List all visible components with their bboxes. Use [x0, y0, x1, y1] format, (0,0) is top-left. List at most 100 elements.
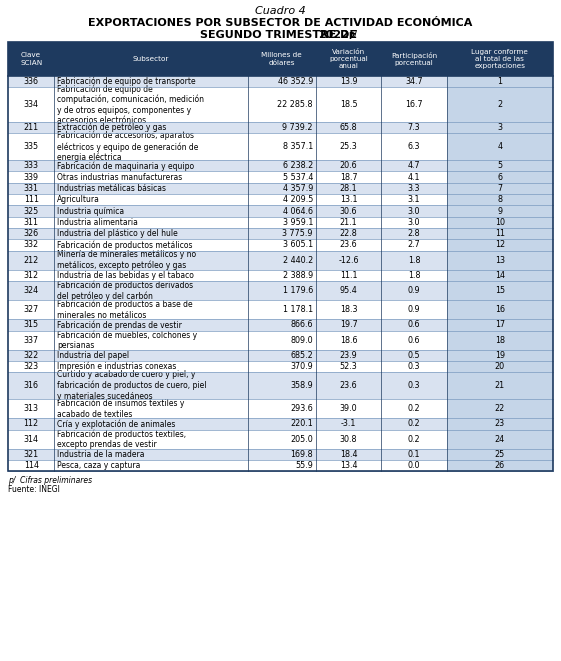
Bar: [8, 228, 447, 239]
Text: 220.1: 220.1: [290, 419, 313, 428]
Text: 323: 323: [24, 362, 39, 371]
Text: 18.7: 18.7: [340, 173, 357, 182]
Text: 23.6: 23.6: [340, 241, 357, 249]
Text: 3 775.9: 3 775.9: [282, 229, 313, 238]
Bar: [8, 449, 447, 460]
Text: 11.1: 11.1: [340, 271, 357, 280]
Bar: [8, 330, 447, 350]
Bar: [447, 76, 553, 87]
Text: 5 537.4: 5 537.4: [283, 173, 313, 182]
Bar: [8, 281, 447, 300]
Text: 9: 9: [497, 206, 503, 215]
Text: 46 352.9: 46 352.9: [278, 77, 313, 86]
Text: 17: 17: [495, 321, 505, 329]
Text: 6 238.2: 6 238.2: [283, 161, 313, 171]
Text: 114: 114: [24, 461, 39, 470]
Text: Industria del plástico y del hule: Industria del plástico y del hule: [57, 229, 178, 238]
Text: 4 209.5: 4 209.5: [283, 195, 313, 204]
Text: 358.9: 358.9: [290, 381, 313, 390]
Text: Industria de la madera: Industria de la madera: [57, 449, 144, 459]
Bar: [447, 183, 553, 194]
Text: 0.2: 0.2: [408, 419, 420, 428]
Bar: [8, 206, 447, 217]
Text: 866.6: 866.6: [291, 321, 313, 329]
Text: 0.9: 0.9: [408, 305, 420, 314]
Text: 1.8: 1.8: [408, 256, 420, 264]
Text: 6: 6: [498, 173, 502, 182]
Text: 685.2: 685.2: [290, 351, 313, 360]
Text: Millones de
dólares: Millones de dólares: [261, 52, 302, 65]
Text: 332: 332: [24, 241, 39, 249]
Text: 0.2: 0.2: [408, 434, 420, 444]
Text: Fabricación de accesorios, aparatos
eléctricos y equipo de generación de
energia: Fabricación de accesorios, aparatos eléc…: [57, 131, 198, 163]
Text: Participación
porcentual: Participación porcentual: [391, 52, 437, 66]
Text: 19: 19: [495, 351, 505, 360]
Text: 19.7: 19.7: [340, 321, 357, 329]
Text: 4 064.6: 4 064.6: [283, 206, 313, 215]
Text: 809.0: 809.0: [290, 336, 313, 344]
Text: 0.1: 0.1: [408, 449, 420, 459]
Text: 4 357.9: 4 357.9: [283, 184, 313, 193]
Text: 0.6: 0.6: [408, 336, 420, 344]
Text: 3: 3: [498, 123, 502, 132]
Text: 2: 2: [497, 100, 503, 109]
Text: Cuadro 4: Cuadro 4: [255, 6, 305, 16]
Text: 26: 26: [495, 461, 505, 470]
Text: 2.8: 2.8: [408, 229, 420, 238]
Bar: [8, 122, 447, 134]
Text: Agricultura: Agricultura: [57, 195, 100, 204]
Bar: [8, 399, 447, 418]
Text: 4.1: 4.1: [408, 173, 420, 182]
Text: 14: 14: [495, 271, 505, 280]
Text: 331: 331: [24, 184, 39, 193]
Text: 23.6: 23.6: [340, 381, 357, 390]
Text: 16: 16: [495, 305, 505, 314]
Text: 21.1: 21.1: [340, 218, 357, 227]
Text: Fabricación de maquinaria y equipo: Fabricación de maquinaria y equipo: [57, 161, 194, 171]
Text: 18.6: 18.6: [340, 336, 357, 344]
Bar: [8, 251, 447, 270]
Bar: [447, 361, 553, 372]
Text: 3.0: 3.0: [408, 218, 420, 227]
Text: 25.3: 25.3: [340, 142, 357, 151]
Text: 370.9: 370.9: [290, 362, 313, 371]
Text: 0.6: 0.6: [408, 321, 420, 329]
Text: 337: 337: [24, 336, 39, 344]
Bar: [447, 281, 553, 300]
Text: 3.3: 3.3: [408, 184, 420, 193]
Text: 324: 324: [24, 286, 39, 295]
Text: 24: 24: [495, 434, 505, 444]
Text: 10: 10: [495, 218, 505, 227]
Text: Pesca, caza y captura: Pesca, caza y captura: [57, 461, 140, 470]
Text: Subsector: Subsector: [133, 56, 169, 62]
Text: -3.1: -3.1: [341, 419, 356, 428]
Text: Fabricación de equipo de transporte: Fabricación de equipo de transporte: [57, 77, 195, 87]
Text: 312: 312: [24, 271, 39, 280]
Text: 12: 12: [495, 241, 505, 249]
Text: 52.3: 52.3: [340, 362, 357, 371]
Bar: [8, 171, 447, 183]
Text: Cifras preliminares: Cifras preliminares: [20, 476, 92, 485]
Text: Fabricación de productos textiles,
excepto prendas de vestir: Fabricación de productos textiles, excep…: [57, 429, 186, 449]
Text: 13.1: 13.1: [340, 195, 357, 204]
Text: 3 959.1: 3 959.1: [283, 218, 313, 227]
Text: 1.8: 1.8: [408, 271, 420, 280]
Text: 8 357.1: 8 357.1: [283, 142, 313, 151]
Bar: [8, 350, 447, 361]
Text: 1 178.1: 1 178.1: [283, 305, 313, 314]
Bar: [447, 418, 553, 430]
Bar: [447, 160, 553, 171]
Bar: [447, 430, 553, 449]
Text: Industria de las bebidas y el tabaco: Industria de las bebidas y el tabaco: [57, 271, 194, 280]
Text: 211: 211: [24, 123, 39, 132]
Text: Industrias metálicas básicas: Industrias metálicas básicas: [57, 184, 166, 193]
Text: 39.0: 39.0: [340, 404, 357, 413]
Text: 22: 22: [495, 404, 505, 413]
Bar: [8, 217, 447, 228]
Text: Lugar conforme
al total de las
exportaciones: Lugar conforme al total de las exportaci…: [471, 49, 528, 69]
Bar: [447, 239, 553, 251]
Text: 1 179.6: 1 179.6: [283, 286, 313, 295]
Text: 16.7: 16.7: [405, 100, 423, 109]
Text: EXPORTACIONES POR SUBSECTOR DE ACTIVIDAD ECONÓMICA: EXPORTACIONES POR SUBSECTOR DE ACTIVIDAD…: [88, 18, 472, 28]
Text: Fuente: INEGI: Fuente: INEGI: [8, 485, 60, 494]
